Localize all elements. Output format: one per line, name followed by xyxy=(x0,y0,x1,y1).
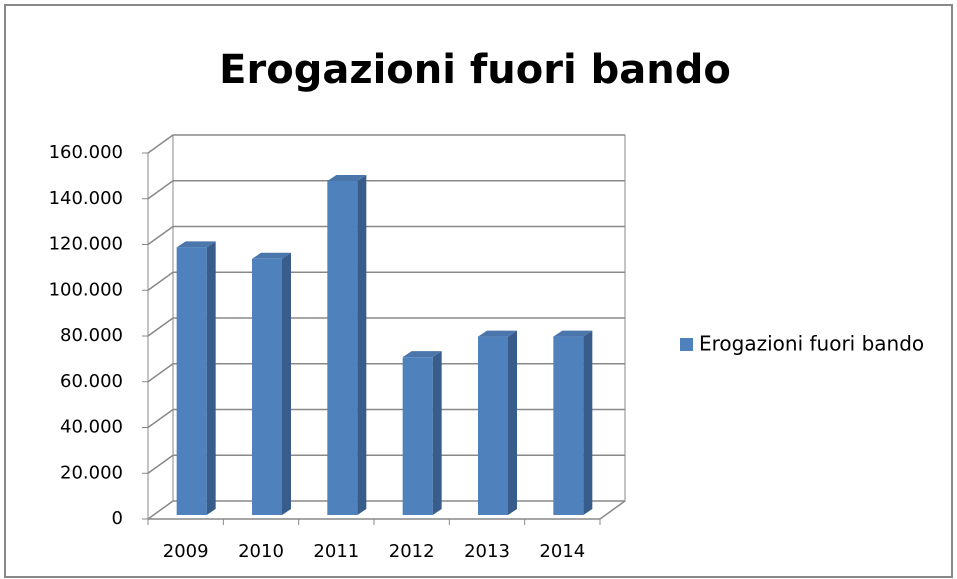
x-tick-label: 2011 xyxy=(313,541,359,562)
grid-line xyxy=(147,271,625,291)
grid-line xyxy=(147,225,625,246)
y-tick-label: 60.000 xyxy=(60,371,123,392)
bar xyxy=(252,258,282,515)
bar-top xyxy=(327,175,367,182)
y-tick-label: 80.000 xyxy=(60,325,123,346)
chart-title: Erogazioni fuori bando xyxy=(219,47,731,93)
x-tick-label: 2009 xyxy=(163,541,209,562)
y-tick-label: 160.000 xyxy=(49,142,123,163)
bar-side xyxy=(206,241,216,516)
bar-top xyxy=(252,252,291,259)
bar xyxy=(176,247,207,516)
grid-line xyxy=(147,454,625,474)
bar-top xyxy=(176,241,216,248)
y-tick-label: 120.000 xyxy=(49,234,123,255)
bar-top xyxy=(478,330,517,337)
bar-side xyxy=(357,175,367,515)
bar xyxy=(553,336,584,515)
bar-side xyxy=(583,330,593,515)
bar-top xyxy=(402,351,442,358)
bar xyxy=(327,181,358,515)
grid-line xyxy=(147,180,625,200)
x-tick-label: 2010 xyxy=(238,541,284,562)
x-tick-label: 2014 xyxy=(539,541,585,562)
x-tick-label: 2012 xyxy=(389,541,435,562)
legend-swatch xyxy=(680,338,693,351)
legend-label: Erogazioni fuori bando xyxy=(699,332,924,356)
grid-line xyxy=(147,500,625,520)
bar-side xyxy=(508,330,517,515)
bar-side xyxy=(432,351,442,515)
bar-top xyxy=(553,330,593,337)
grid-line xyxy=(147,134,625,154)
grid-line xyxy=(147,408,625,429)
y-tick-label: 100.000 xyxy=(49,279,123,300)
bar xyxy=(402,357,433,515)
grid-line xyxy=(147,363,625,383)
grid-line xyxy=(147,317,625,337)
y-tick-label: 140.000 xyxy=(49,188,123,209)
y-tick-label: 20.000 xyxy=(60,462,123,483)
bar-side xyxy=(282,252,291,516)
x-tick-label: 2013 xyxy=(464,541,510,562)
bar xyxy=(478,336,508,515)
y-tick-label: 0 xyxy=(112,508,123,529)
y-tick-label: 40.000 xyxy=(60,417,123,438)
